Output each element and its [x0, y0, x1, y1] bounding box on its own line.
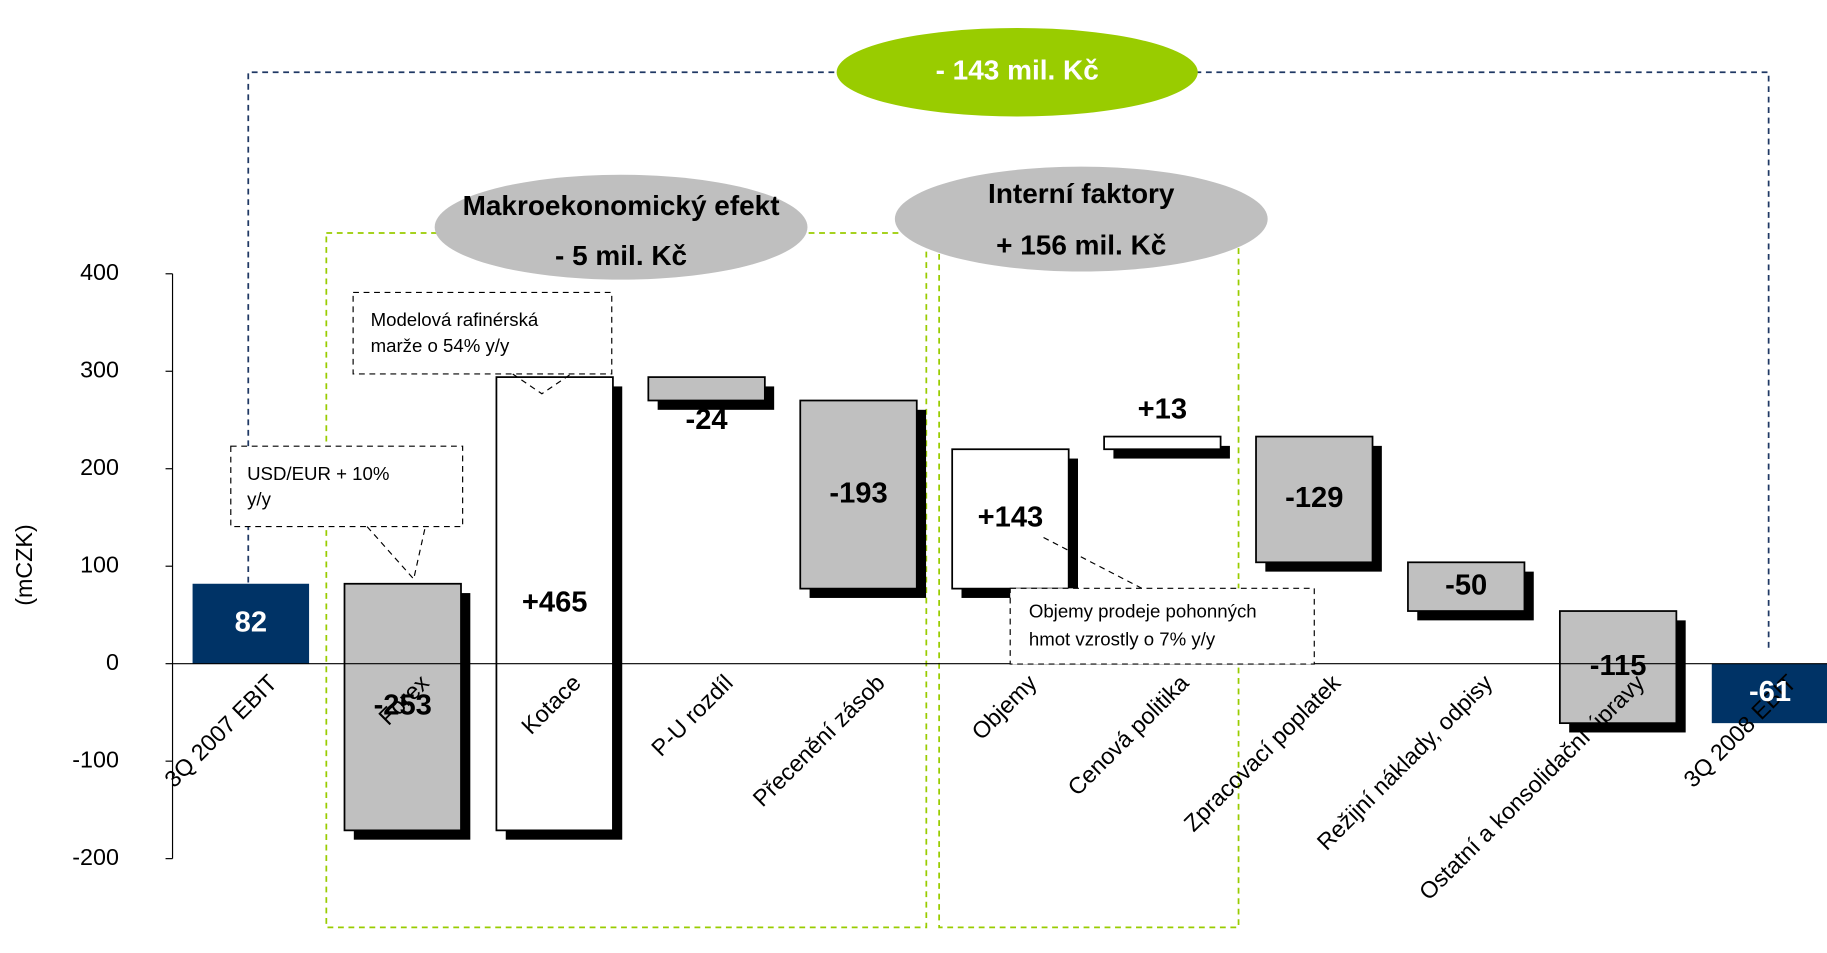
- callout-box: [1009, 587, 1315, 665]
- macro-title: Makroekonomický efekt: [463, 190, 780, 221]
- callout-pointer: [366, 526, 426, 581]
- bar: [1711, 663, 1827, 724]
- value-label: -193: [829, 477, 887, 509]
- total-ellipse: [836, 27, 1198, 117]
- callouts: USD/EUR + 10% y/y Modelová rafinérská ma…: [230, 291, 1315, 665]
- value-label: -115: [1590, 650, 1647, 682]
- internal-ellipse: [894, 166, 1268, 272]
- x-tick-label: P-U rozdíl: [646, 669, 738, 761]
- bar: [1407, 561, 1526, 612]
- bar: [1558, 610, 1678, 725]
- callout-text: marže o 54% y/y: [371, 335, 510, 356]
- callout-text: y/y: [247, 489, 271, 510]
- x-tick-label: Objemy: [966, 669, 1041, 744]
- y-tick-label: 400: [80, 259, 119, 285]
- x-tick-label: 3Q 2007 EBIT: [159, 669, 282, 792]
- callout-box: [230, 445, 464, 528]
- y-tick-label: -200: [72, 844, 119, 870]
- value-label: 82: [235, 606, 267, 638]
- value-label: -50: [1445, 569, 1487, 601]
- value-label: -253: [374, 690, 432, 722]
- internal-value: + 156 mil. Kč: [996, 229, 1166, 260]
- x-tick-label: Cenová politika: [1063, 669, 1194, 800]
- y-tick-label: 0: [106, 649, 119, 675]
- macro-value: - 5 mil. Kč: [555, 240, 687, 271]
- value-label: +13: [1138, 394, 1187, 426]
- value-label: +465: [522, 586, 588, 618]
- y-tick-label: 200: [80, 454, 119, 480]
- total-change: - 143 mil. Kč: [936, 55, 1099, 86]
- y-axis-label: (mCZK): [11, 524, 37, 606]
- value-label: -129: [1285, 482, 1343, 514]
- bar: [1255, 435, 1374, 564]
- callout-pointer: [1040, 535, 1143, 589]
- callout-box: [352, 291, 613, 375]
- x-tick-label: Přecenění zásob: [748, 669, 890, 811]
- y-tick-label: 100: [80, 551, 119, 577]
- bar: [799, 399, 918, 590]
- bar: [647, 376, 766, 402]
- callout-text: Objemy prodeje pohonných: [1029, 600, 1257, 621]
- value-label: -24: [686, 404, 729, 436]
- x-tick-label: Zpracovací poplatek: [1179, 669, 1346, 836]
- y-tick-label: 300: [80, 356, 119, 382]
- callout-pointer: [512, 373, 572, 395]
- bar: [343, 582, 462, 832]
- callout-text: USD/EUR + 10%: [247, 463, 389, 484]
- bar: [951, 448, 1070, 590]
- callout-text: Modelová rafinérská: [371, 309, 539, 330]
- macro-frame: [325, 232, 928, 929]
- y-tick-label: -100: [72, 746, 119, 772]
- callout-text: hmot vzrostly o 7% y/y: [1029, 628, 1216, 649]
- bar: [495, 376, 614, 832]
- bar: [1103, 435, 1222, 451]
- x-tick-label: Režijní náklady, odpisy: [1312, 669, 1498, 855]
- internal-title: Interní faktory: [988, 178, 1175, 209]
- macro-ellipse: [434, 174, 808, 280]
- value-label: -61: [1749, 676, 1791, 708]
- value-label: +143: [978, 502, 1044, 534]
- bar: [192, 583, 310, 664]
